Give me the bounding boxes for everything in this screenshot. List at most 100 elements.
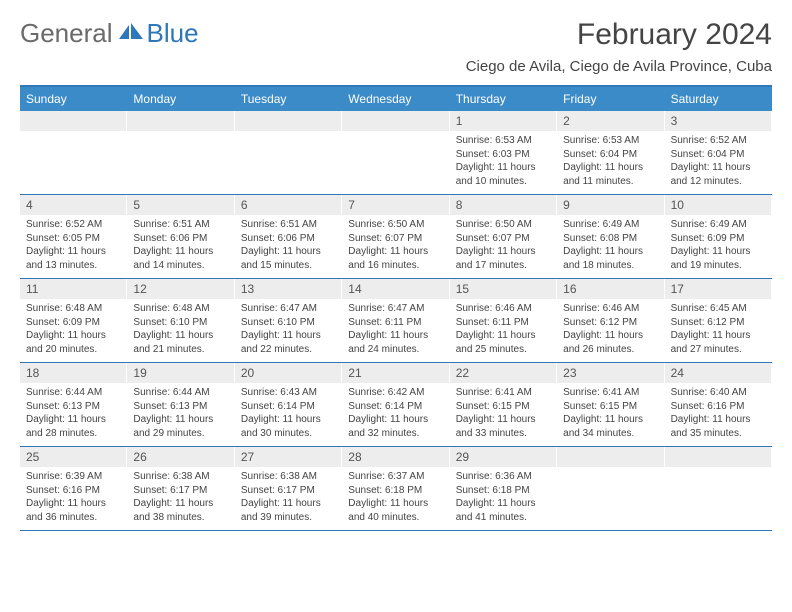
daylight-text: Daylight: 11 hours and 11 minutes. [563, 161, 658, 188]
day-number [235, 111, 342, 131]
day-number: 26 [127, 447, 234, 467]
day-content: Sunrise: 6:39 AMSunset: 6:16 PMDaylight:… [20, 467, 127, 530]
weekday-header: Saturday [665, 87, 772, 111]
daylight-text: Daylight: 11 hours and 21 minutes. [133, 329, 228, 356]
sunrise-text: Sunrise: 6:36 AM [456, 470, 551, 484]
day-content [127, 131, 234, 187]
day-cell: 8Sunrise: 6:50 AMSunset: 6:07 PMDaylight… [450, 195, 557, 278]
day-content: Sunrise: 6:45 AMSunset: 6:12 PMDaylight:… [665, 299, 772, 362]
sunset-text: Sunset: 6:10 PM [241, 316, 336, 330]
sunrise-text: Sunrise: 6:41 AM [456, 386, 551, 400]
sunset-text: Sunset: 6:14 PM [348, 400, 443, 414]
sunrise-text: Sunrise: 6:39 AM [26, 470, 121, 484]
sunset-text: Sunset: 6:08 PM [563, 232, 658, 246]
day-cell: 12Sunrise: 6:48 AMSunset: 6:10 PMDayligh… [127, 279, 234, 362]
day-cell: 3Sunrise: 6:52 AMSunset: 6:04 PMDaylight… [665, 111, 772, 194]
day-content: Sunrise: 6:42 AMSunset: 6:14 PMDaylight:… [342, 383, 449, 446]
sunset-text: Sunset: 6:04 PM [563, 148, 658, 162]
day-number [342, 111, 449, 131]
day-cell: 20Sunrise: 6:43 AMSunset: 6:14 PMDayligh… [235, 363, 342, 446]
day-content: Sunrise: 6:51 AMSunset: 6:06 PMDaylight:… [235, 215, 342, 278]
sunset-text: Sunset: 6:12 PM [563, 316, 658, 330]
daylight-text: Daylight: 11 hours and 30 minutes. [241, 413, 336, 440]
daylight-text: Daylight: 11 hours and 35 minutes. [671, 413, 766, 440]
daylight-text: Daylight: 11 hours and 25 minutes. [456, 329, 551, 356]
day-cell: 27Sunrise: 6:38 AMSunset: 6:17 PMDayligh… [235, 447, 342, 530]
day-cell: 5Sunrise: 6:51 AMSunset: 6:06 PMDaylight… [127, 195, 234, 278]
daylight-text: Daylight: 11 hours and 36 minutes. [26, 497, 121, 524]
day-number: 17 [665, 279, 772, 299]
sunset-text: Sunset: 6:12 PM [671, 316, 766, 330]
day-content: Sunrise: 6:41 AMSunset: 6:15 PMDaylight:… [557, 383, 664, 446]
day-cell: 14Sunrise: 6:47 AMSunset: 6:11 PMDayligh… [342, 279, 449, 362]
day-number: 12 [127, 279, 234, 299]
day-cell: 19Sunrise: 6:44 AMSunset: 6:13 PMDayligh… [127, 363, 234, 446]
day-content: Sunrise: 6:48 AMSunset: 6:09 PMDaylight:… [20, 299, 127, 362]
day-content [557, 467, 664, 523]
day-cell: 23Sunrise: 6:41 AMSunset: 6:15 PMDayligh… [557, 363, 664, 446]
day-content: Sunrise: 6:53 AMSunset: 6:03 PMDaylight:… [450, 131, 557, 194]
day-content: Sunrise: 6:38 AMSunset: 6:17 PMDaylight:… [127, 467, 234, 530]
day-cell: 7Sunrise: 6:50 AMSunset: 6:07 PMDaylight… [342, 195, 449, 278]
sunset-text: Sunset: 6:17 PM [241, 484, 336, 498]
day-cell: 28Sunrise: 6:37 AMSunset: 6:18 PMDayligh… [342, 447, 449, 530]
weekday-header-row: SundayMondayTuesdayWednesdayThursdayFrid… [20, 87, 772, 111]
weekday-header: Sunday [20, 87, 127, 111]
sunset-text: Sunset: 6:11 PM [348, 316, 443, 330]
day-number: 10 [665, 195, 772, 215]
day-content: Sunrise: 6:48 AMSunset: 6:10 PMDaylight:… [127, 299, 234, 362]
logo-text-blue: Blue [147, 18, 199, 49]
day-content: Sunrise: 6:38 AMSunset: 6:17 PMDaylight:… [235, 467, 342, 530]
day-content: Sunrise: 6:44 AMSunset: 6:13 PMDaylight:… [127, 383, 234, 446]
day-number: 13 [235, 279, 342, 299]
day-cell [557, 447, 664, 530]
daylight-text: Daylight: 11 hours and 27 minutes. [671, 329, 766, 356]
day-content: Sunrise: 6:40 AMSunset: 6:16 PMDaylight:… [665, 383, 772, 446]
logo-sails-icon [119, 21, 145, 46]
sunrise-text: Sunrise: 6:43 AM [241, 386, 336, 400]
day-content [342, 131, 449, 187]
daylight-text: Daylight: 11 hours and 13 minutes. [26, 245, 121, 272]
sunset-text: Sunset: 6:09 PM [671, 232, 766, 246]
day-number: 11 [20, 279, 127, 299]
day-cell [127, 111, 234, 194]
day-cell: 16Sunrise: 6:46 AMSunset: 6:12 PMDayligh… [557, 279, 664, 362]
daylight-text: Daylight: 11 hours and 19 minutes. [671, 245, 766, 272]
day-cell: 10Sunrise: 6:49 AMSunset: 6:09 PMDayligh… [665, 195, 772, 278]
daylight-text: Daylight: 11 hours and 18 minutes. [563, 245, 658, 272]
day-number: 24 [665, 363, 772, 383]
day-number: 16 [557, 279, 664, 299]
sunrise-text: Sunrise: 6:48 AM [26, 302, 121, 316]
daylight-text: Daylight: 11 hours and 34 minutes. [563, 413, 658, 440]
day-content: Sunrise: 6:52 AMSunset: 6:05 PMDaylight:… [20, 215, 127, 278]
sunset-text: Sunset: 6:15 PM [563, 400, 658, 414]
day-number: 6 [235, 195, 342, 215]
sunset-text: Sunset: 6:13 PM [133, 400, 228, 414]
day-number: 2 [557, 111, 664, 131]
day-cell: 13Sunrise: 6:47 AMSunset: 6:10 PMDayligh… [235, 279, 342, 362]
location: Ciego de Avila, Ciego de Avila Province,… [466, 58, 772, 75]
day-content: Sunrise: 6:50 AMSunset: 6:07 PMDaylight:… [342, 215, 449, 278]
sunrise-text: Sunrise: 6:46 AM [563, 302, 658, 316]
sunset-text: Sunset: 6:03 PM [456, 148, 551, 162]
daylight-text: Daylight: 11 hours and 15 minutes. [241, 245, 336, 272]
sunrise-text: Sunrise: 6:51 AM [133, 218, 228, 232]
day-number: 15 [450, 279, 557, 299]
sunrise-text: Sunrise: 6:50 AM [456, 218, 551, 232]
day-number: 19 [127, 363, 234, 383]
day-number [20, 111, 127, 131]
day-number: 29 [450, 447, 557, 467]
sunset-text: Sunset: 6:16 PM [671, 400, 766, 414]
day-cell [665, 447, 772, 530]
day-content: Sunrise: 6:50 AMSunset: 6:07 PMDaylight:… [450, 215, 557, 278]
sunset-text: Sunset: 6:07 PM [456, 232, 551, 246]
day-cell: 4Sunrise: 6:52 AMSunset: 6:05 PMDaylight… [20, 195, 127, 278]
daylight-text: Daylight: 11 hours and 28 minutes. [26, 413, 121, 440]
day-cell [20, 111, 127, 194]
day-content: Sunrise: 6:37 AMSunset: 6:18 PMDaylight:… [342, 467, 449, 530]
day-content: Sunrise: 6:53 AMSunset: 6:04 PMDaylight:… [557, 131, 664, 194]
sunset-text: Sunset: 6:05 PM [26, 232, 121, 246]
sunset-text: Sunset: 6:06 PM [133, 232, 228, 246]
weekday-header: Friday [557, 87, 664, 111]
day-cell: 25Sunrise: 6:39 AMSunset: 6:16 PMDayligh… [20, 447, 127, 530]
